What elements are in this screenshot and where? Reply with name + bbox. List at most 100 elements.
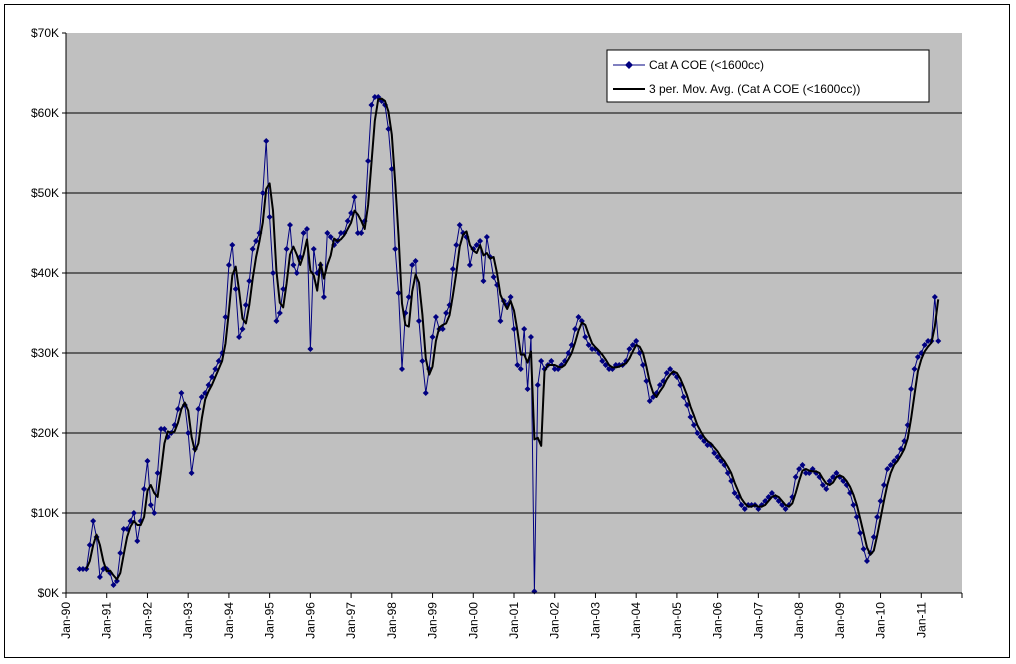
- data-point: [884, 466, 891, 472]
- x-tick-label: Jan-00: [466, 602, 480, 639]
- data-point: [572, 326, 579, 332]
- data-point: [195, 406, 202, 412]
- x-tick-label: Jan-93: [181, 602, 195, 639]
- data-point: [514, 362, 521, 368]
- x-tick-label: Jan-03: [588, 602, 602, 639]
- data-point: [880, 482, 887, 488]
- data-point: [158, 426, 165, 432]
- x-tick-label: Jan-11: [914, 602, 928, 638]
- data-point: [412, 258, 419, 264]
- data-point: [358, 230, 365, 236]
- data-point: [161, 426, 168, 432]
- data-point: [354, 230, 361, 236]
- data-point: [863, 558, 870, 564]
- data-point: [870, 534, 877, 540]
- data-point: [249, 246, 256, 252]
- data-point: [259, 190, 266, 196]
- data-point: [144, 458, 151, 464]
- x-tick-label: Jan-06: [711, 602, 725, 639]
- data-point: [711, 450, 718, 456]
- data-point: [134, 538, 141, 544]
- legend-label-series-1: Cat A COE (<1600cc): [649, 58, 764, 72]
- y-tick-label: $70K: [31, 26, 59, 40]
- y-tick-label: $60K: [31, 106, 59, 120]
- data-point: [473, 242, 480, 248]
- data-point: [300, 230, 307, 236]
- data-point: [853, 514, 860, 520]
- data-point: [738, 502, 745, 508]
- data-point: [443, 310, 450, 316]
- data-point: [585, 342, 592, 348]
- data-point: [236, 334, 243, 340]
- data-point: [589, 346, 596, 352]
- data-point: [449, 266, 456, 272]
- data-point: [931, 294, 938, 300]
- data-point: [307, 346, 314, 352]
- data-point: [419, 358, 426, 364]
- data-point: [273, 318, 280, 324]
- data-point: [480, 278, 487, 284]
- data-point: [208, 374, 215, 380]
- x-tick-label: Jan-92: [140, 602, 154, 639]
- series-layer: [76, 94, 942, 595]
- data-point: [263, 138, 270, 144]
- data-point: [667, 366, 674, 372]
- x-tick-label: Jan-96: [303, 602, 317, 639]
- legend-label-series-2: 3 per. Mov. Avg. (Cat A COE (<1600cc)): [649, 82, 860, 96]
- data-point: [429, 334, 436, 340]
- data-point: [246, 278, 253, 284]
- data-point: [823, 486, 830, 492]
- x-tick-label: Jan-99: [426, 602, 440, 639]
- data-point: [293, 270, 300, 276]
- data-point: [877, 498, 884, 504]
- x-tick-label: Jan-10: [874, 602, 888, 639]
- data-point: [96, 574, 103, 580]
- data-point: [477, 238, 484, 244]
- data-point: [229, 242, 236, 248]
- data-point: [392, 246, 399, 252]
- data-point: [741, 506, 748, 512]
- y-tick-label: $0K: [38, 586, 59, 600]
- data-point: [527, 334, 534, 340]
- data-point: [432, 314, 439, 320]
- data-point: [276, 310, 283, 316]
- legend-box: [606, 49, 930, 103]
- data-point: [833, 470, 840, 476]
- data-point: [222, 314, 229, 320]
- y-tick-label: $30K: [31, 346, 59, 360]
- data-point: [212, 366, 219, 372]
- data-point: [582, 334, 589, 340]
- data-point: [704, 442, 711, 448]
- data-point: [151, 510, 158, 516]
- data-point: [395, 290, 402, 296]
- data-point: [796, 466, 803, 472]
- data-point: [731, 490, 738, 496]
- y-tick-label: $10K: [31, 506, 59, 520]
- data-point: [320, 294, 327, 300]
- data-point: [215, 358, 222, 364]
- data-point: [575, 314, 582, 320]
- data-point: [239, 326, 246, 332]
- data-point: [225, 262, 232, 268]
- data-point: [110, 582, 117, 588]
- data-point: [548, 358, 555, 364]
- data-point: [290, 262, 297, 268]
- y-tick-labels: $0K $10K $20K $30K $40K $50K $60K $70K: [31, 26, 66, 600]
- data-point: [327, 234, 334, 240]
- data-point: [113, 578, 120, 584]
- data-point: [656, 382, 663, 388]
- data-point: [850, 502, 857, 508]
- data-point: [551, 366, 558, 372]
- data-point: [154, 470, 161, 476]
- data-point: [232, 286, 239, 292]
- data-point: [792, 474, 799, 480]
- data-point: [921, 342, 928, 348]
- data-point: [802, 470, 809, 476]
- data-point: [415, 318, 422, 324]
- data-point: [524, 386, 531, 392]
- data-point: [188, 470, 195, 476]
- x-tick-label: Jan-90: [59, 602, 73, 639]
- data-point: [819, 482, 826, 488]
- data-point: [517, 366, 524, 372]
